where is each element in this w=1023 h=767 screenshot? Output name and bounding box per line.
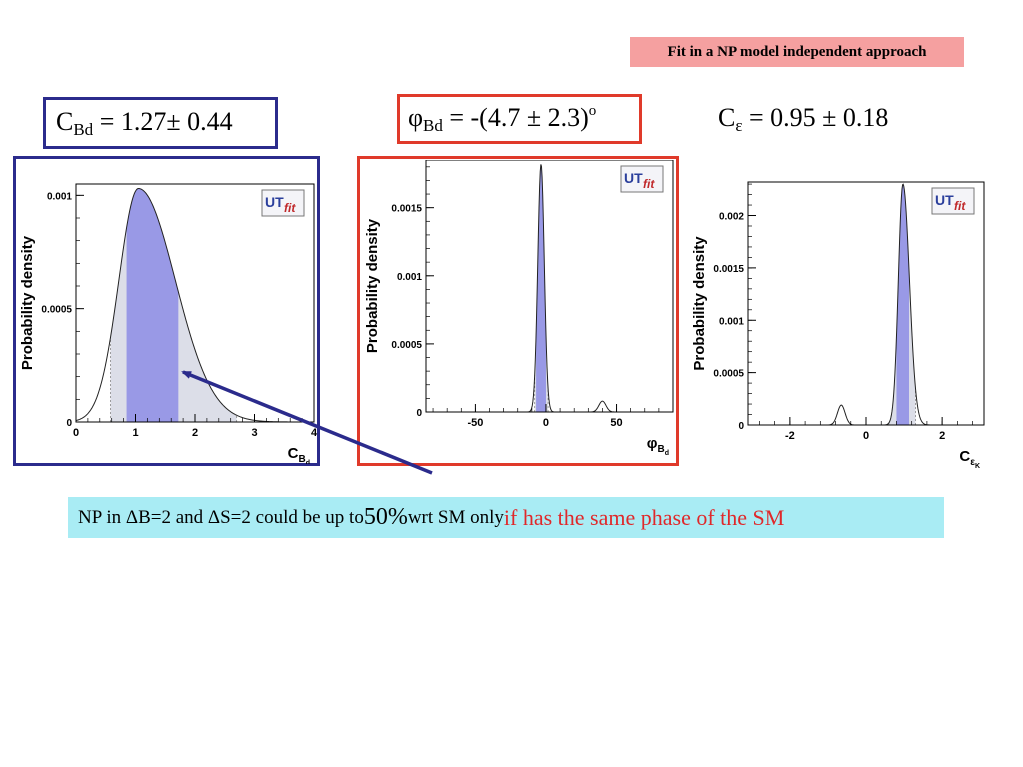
utfit-logo-box [931, 187, 975, 215]
y-axis-label: Probability density [19, 235, 36, 370]
utfit-logo-box [620, 165, 664, 193]
x-tick-label: -50 [467, 417, 483, 429]
utfit-logo-ut: UT [265, 194, 284, 210]
plot-frame [425, 160, 674, 413]
x-tick-label: 2 [192, 427, 198, 439]
utfit-logo: UT fit [261, 189, 305, 217]
utfit-logo: UT fit [931, 187, 975, 215]
y-tick-label: 0.001 [719, 316, 744, 327]
y-tick-label: 0.001 [47, 191, 72, 202]
x-tick-label: -2 [785, 430, 795, 442]
utfit-logo: UT fit [620, 165, 664, 193]
x-tick-label: 3 [251, 427, 257, 439]
y-tick-label: 0 [66, 418, 72, 429]
result-cbd-text: CBd = 1.27± 0.44 [56, 107, 233, 139]
result-ceps-text: Cε = 0.95 ± 0.18 [718, 103, 889, 135]
utfit-logo-fit: fit [284, 201, 296, 215]
x-tick-label: 0 [863, 430, 869, 442]
y-tick-label: 0 [738, 421, 744, 432]
utfit-logo-fit: fit [643, 177, 655, 191]
chart-phibd: -50 0 50 0 0.0005 0.001 0.0015 Probability dens… [364, 160, 674, 457]
density-curve [426, 164, 673, 413]
band-core [896, 184, 910, 425]
y-tick-label: 0.0005 [41, 305, 72, 316]
utfit-logo-ut: UT [935, 192, 954, 208]
x-tick-label: 2 [939, 430, 945, 442]
y-tick-label: 0.002 [719, 212, 744, 223]
x-tick-label: 0 [543, 417, 549, 429]
y-axis-label: Probability density [691, 236, 708, 371]
result-phibd-box: φBd = -(4.7 ± 2.3)o [397, 94, 642, 144]
approach-tag: Fit in a NP model independent approach [630, 37, 964, 67]
y-tick-label: 0.0015 [713, 264, 744, 275]
x-tick-label: 1 [132, 427, 138, 439]
x-tick-label: 4 [311, 427, 318, 439]
y-axis-label: Probability density [364, 218, 381, 353]
conclusion-note: NP in ΔB=2 and ΔS=2 could be up to 50% w… [68, 497, 944, 538]
band-core [536, 164, 546, 412]
result-phibd-text: φBd = -(4.7 ± 2.3)o [408, 103, 597, 135]
utfit-logo-box [261, 189, 305, 217]
y-tick-label: 0.001 [397, 272, 422, 283]
x-axis-label: CBd [288, 445, 310, 464]
plot-frame [747, 181, 985, 426]
band-core [126, 188, 179, 422]
frame-cbd [13, 156, 320, 466]
utfit-logo-fit: fit [954, 199, 966, 213]
x-tick-label: 50 [610, 417, 622, 429]
density-curve [748, 183, 984, 426]
y-tick-label: 0.0015 [391, 204, 422, 215]
y-tick-label: 0.0005 [713, 369, 744, 380]
y-tick-label: 0.0005 [391, 340, 422, 351]
chart-cbd: 0 1 2 3 4 0 0.0005 0.001 Probability density CBd U… [19, 183, 318, 464]
utfit-logo-ut: UT [624, 170, 643, 186]
y-tick-label: 0 [416, 408, 422, 419]
x-tick-label: 0 [73, 427, 79, 439]
result-cbd-box: CBd = 1.27± 0.44 [43, 97, 278, 149]
frame-phibd [357, 156, 679, 466]
chart-ceps: -2 0 2 0 0.0005 0.001 0.0015 0.002 Probability d… [691, 181, 985, 470]
x-axis-label: φBd [647, 435, 669, 457]
x-axis-label: CεK [959, 448, 980, 470]
